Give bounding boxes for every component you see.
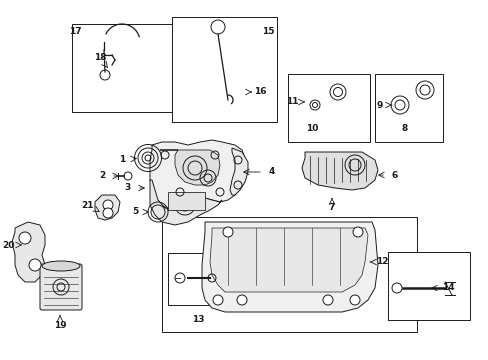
Polygon shape <box>150 180 222 225</box>
Text: 9: 9 <box>376 100 383 109</box>
Text: 4: 4 <box>268 167 275 176</box>
Text: 19: 19 <box>54 320 66 329</box>
Ellipse shape <box>42 261 80 271</box>
Bar <box>162 217 416 332</box>
Text: 5: 5 <box>132 207 138 216</box>
Text: 3: 3 <box>124 184 131 193</box>
FancyBboxPatch shape <box>40 264 82 310</box>
Text: 15: 15 <box>261 27 274 36</box>
Polygon shape <box>95 195 120 220</box>
Text: 14: 14 <box>441 284 453 292</box>
Text: 2: 2 <box>99 171 105 180</box>
Polygon shape <box>202 222 377 312</box>
Circle shape <box>103 200 113 210</box>
Text: 13: 13 <box>191 315 204 324</box>
Text: 18: 18 <box>94 54 106 63</box>
Text: 6: 6 <box>391 171 397 180</box>
Text: 1: 1 <box>119 156 125 165</box>
Polygon shape <box>302 152 377 190</box>
Circle shape <box>237 295 246 305</box>
Polygon shape <box>160 150 220 185</box>
Circle shape <box>223 227 232 237</box>
Circle shape <box>352 227 362 237</box>
Text: 10: 10 <box>305 123 318 132</box>
Text: 17: 17 <box>68 27 81 36</box>
Polygon shape <box>209 228 367 292</box>
Bar <box>287 74 369 142</box>
Text: 11: 11 <box>285 98 298 107</box>
Bar <box>172 17 276 122</box>
Text: 20: 20 <box>2 240 14 249</box>
Circle shape <box>29 259 41 271</box>
Polygon shape <box>229 148 247 195</box>
Text: 16: 16 <box>253 87 265 96</box>
Circle shape <box>349 295 359 305</box>
Bar <box>168 253 225 305</box>
Circle shape <box>103 208 113 218</box>
Polygon shape <box>12 222 45 282</box>
Bar <box>387 252 469 320</box>
Text: 7: 7 <box>328 203 334 212</box>
Circle shape <box>19 232 31 244</box>
Text: 21: 21 <box>81 201 94 210</box>
Polygon shape <box>168 192 204 210</box>
Bar <box>72 24 180 112</box>
Text: 8: 8 <box>401 123 407 132</box>
Text: 12: 12 <box>375 257 387 266</box>
Circle shape <box>213 295 223 305</box>
Bar <box>374 74 442 142</box>
Polygon shape <box>150 140 244 210</box>
Circle shape <box>323 295 332 305</box>
